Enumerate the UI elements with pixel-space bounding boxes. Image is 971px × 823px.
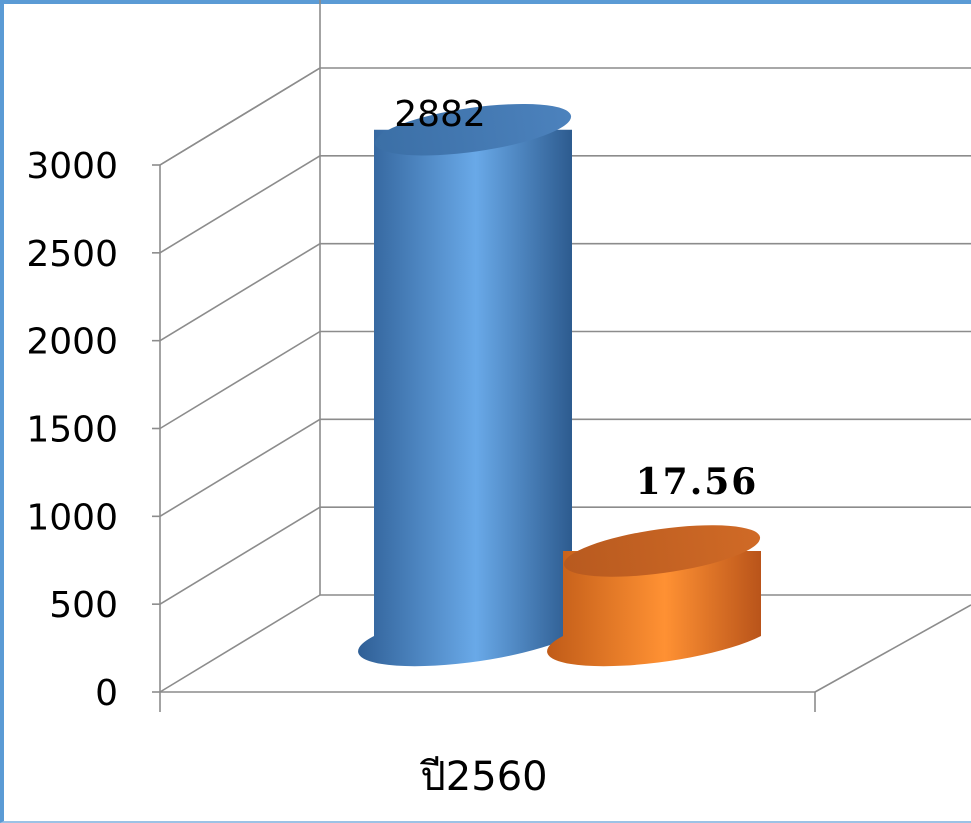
y-tick-label-0: 0	[95, 673, 118, 714]
bar-series-1	[358, 103, 572, 667]
side-wall-top-edge	[159, 67, 321, 166]
gridline-side-3	[159, 330, 321, 430]
bar-body-1	[358, 129, 572, 667]
y-tick-label-5: 2500	[26, 234, 118, 275]
gridline-side-1	[159, 506, 321, 605]
gridline-side-4	[159, 242, 321, 342]
bar-body-2	[547, 551, 761, 667]
data-label-series-2: 17.56	[636, 461, 759, 503]
data-label-series-1: 2882	[394, 94, 486, 135]
y-tick-label-1: 500	[49, 585, 118, 626]
bars	[358, 103, 761, 667]
bar-series-2	[547, 525, 761, 667]
bar-top-2	[563, 525, 761, 577]
gridline-side-5	[159, 155, 321, 254]
y-tick-label-2: 1000	[26, 497, 118, 538]
floor-right-edge	[814, 604, 971, 693]
x-category-label: ปี2560	[420, 754, 548, 800]
y-tick-label-6: 3000	[26, 146, 118, 187]
y-tick-label-4: 2000	[26, 322, 118, 363]
bar-top-1	[374, 103, 572, 156]
y-tick-label-3: 1500	[26, 410, 118, 451]
gridline-side-0	[159, 594, 321, 693]
gridline-side-2	[159, 418, 321, 518]
y-axis: 0 500 1000 1500 2000 2500 3000	[26, 146, 118, 714]
